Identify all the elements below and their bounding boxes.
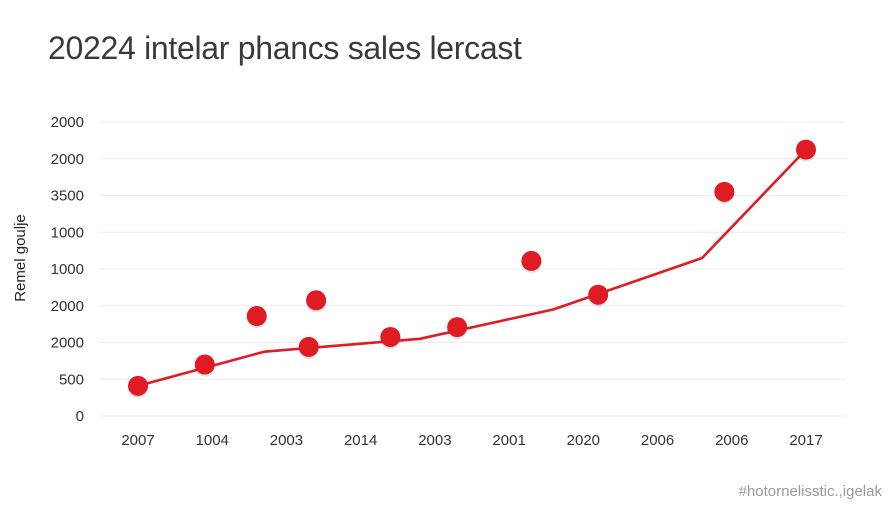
watermark: #hotornelisstic.,igelak (738, 483, 882, 500)
x-tick-label: 2003 (270, 432, 303, 449)
y-tick-label: 2000 (51, 335, 84, 352)
x-tick-label: 2001 (492, 432, 525, 449)
data-point (588, 284, 609, 305)
data-point (298, 336, 319, 357)
x-tick-label: 2006 (641, 432, 674, 449)
y-tick-label: 2000 (51, 151, 84, 168)
data-point (306, 290, 327, 311)
data-point (194, 354, 215, 375)
x-tick-label: 2003 (418, 432, 451, 449)
x-tick-label: 2020 (567, 432, 600, 449)
y-tick-label: 1000 (51, 261, 84, 278)
x-tick-label: 2006 (715, 432, 748, 449)
chart-title: 20224 intelar phancs sales lercast (48, 30, 522, 66)
grid-lines (100, 121, 846, 417)
data-point (246, 306, 267, 327)
x-tick-label: 1004 (196, 432, 229, 449)
data-point (714, 181, 735, 202)
x-tick-label: 2007 (121, 432, 154, 449)
x-tick-label: 2017 (789, 432, 822, 449)
data-point (128, 375, 148, 396)
x-tick-label: 2014 (344, 432, 377, 449)
data-point (380, 326, 401, 347)
y-tick-label: 0 (76, 408, 84, 425)
data-point (447, 317, 468, 338)
y-ticks: 0 500 2000 2000 1000 1000 3500 2000 2000 (51, 114, 84, 425)
x-ticks: 2007 1004 2003 2014 2003 2001 2020 2006 2006 2017 (121, 432, 822, 449)
series-line (137, 148, 807, 388)
data-point (521, 250, 542, 271)
y-tick-label: 2000 (51, 114, 84, 131)
y-tick-label: 500 (59, 371, 84, 388)
series-layer (128, 139, 816, 398)
y-tick-label: 2000 (51, 298, 84, 315)
y-tick-label: 1000 (51, 224, 84, 241)
data-point (796, 139, 816, 160)
y-tick-label: 3500 (51, 188, 84, 205)
